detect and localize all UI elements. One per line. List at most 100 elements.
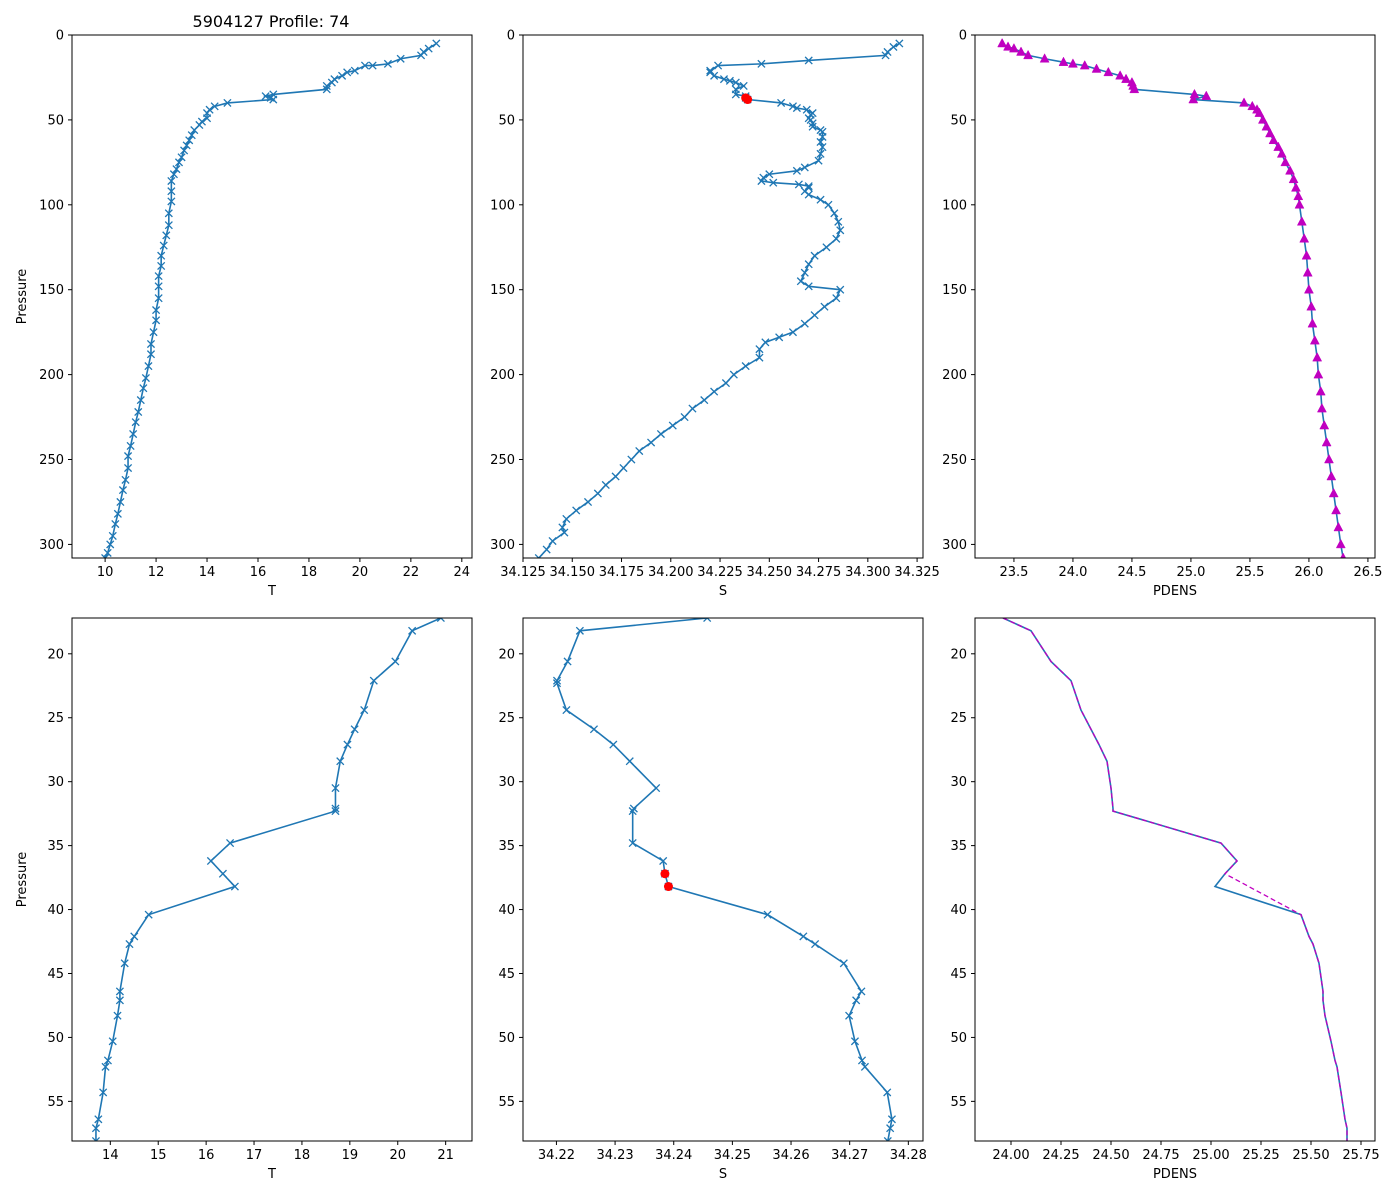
y-tick-label: 150	[942, 283, 967, 298]
data-point-x	[154, 282, 163, 291]
data-point-x	[167, 176, 176, 186]
panels: 10 12 14 16 18 20 22 24050100150200250300TPress…	[15, 29, 1382, 1183]
data-point-x	[700, 396, 709, 405]
data-point-x	[799, 932, 808, 941]
data-point-x	[331, 807, 340, 816]
x-tick-label: 34.300	[845, 565, 891, 580]
data-point-x	[113, 1011, 122, 1020]
data-point-x	[157, 251, 166, 260]
data-point-x	[810, 311, 819, 320]
data-point-x	[144, 910, 153, 919]
x-tick-label: 14	[199, 565, 216, 580]
data-point-triangle	[1302, 267, 1313, 277]
data-point-x	[396, 54, 405, 63]
data-point-triangle	[1331, 504, 1341, 515]
data-point-triangle	[1058, 56, 1069, 66]
data-point-triangle	[1247, 100, 1258, 111]
y-tick-label: 250	[490, 453, 515, 468]
data-point-x	[416, 51, 426, 60]
y-tick-label: 300	[39, 538, 64, 553]
data-point-triangle	[997, 37, 1008, 48]
data-point-triangle	[1299, 233, 1310, 243]
y-tick-label: 50	[498, 1031, 515, 1046]
y-tick-label: 55	[47, 1095, 64, 1110]
data-point-x	[601, 480, 610, 490]
data-point-x	[563, 657, 572, 666]
data-point-x	[628, 807, 637, 816]
y-tick-label: 20	[47, 647, 64, 662]
x-axis-label: PDENS	[1153, 584, 1197, 599]
data-point-x	[822, 243, 831, 252]
data-point-triangle	[1276, 148, 1287, 158]
axes-frame	[974, 617, 1376, 1142]
data-point-triangle	[1307, 318, 1318, 328]
data-point-x	[741, 362, 750, 371]
x-tick-label: 17	[246, 1148, 263, 1163]
x-axis-label: PDENS	[1153, 1167, 1197, 1182]
data-point-x	[91, 1124, 101, 1133]
data-point-x	[125, 940, 134, 949]
data-point-x	[111, 519, 120, 529]
data-point-triangle	[1257, 114, 1268, 124]
data-point-x	[850, 1037, 860, 1046]
data-point-x	[558, 523, 567, 532]
data-point-x	[159, 241, 168, 250]
data-point-x	[788, 328, 798, 337]
y-tick-label: 50	[950, 113, 967, 128]
data-point-x	[152, 306, 161, 315]
data-point-x	[182, 141, 191, 150]
data-point-x	[552, 676, 562, 685]
x-tick-label: 34.26	[772, 1148, 809, 1163]
x-tick-label: 20	[352, 565, 369, 580]
data-point-x	[167, 197, 176, 206]
data-point-x	[775, 333, 784, 342]
data-point-x	[688, 404, 697, 413]
x-tick-label: 34.275	[796, 565, 842, 580]
data-point-x	[210, 102, 219, 111]
x-tick-label: 25.50	[1292, 1148, 1329, 1163]
data-point-triangle	[1296, 216, 1307, 226]
data-point-x	[542, 545, 551, 554]
y-axis-label: Pressure	[15, 852, 30, 908]
x-tick-label: 34.325	[894, 565, 940, 580]
plot-area	[101, 39, 441, 558]
data-point-x	[719, 75, 729, 84]
data-point-triangle	[1324, 453, 1334, 464]
data-point-x	[808, 119, 817, 128]
plot-area	[552, 618, 896, 1141]
y-tick-label: 250	[39, 453, 64, 468]
data-point-x	[629, 804, 638, 813]
data-point-x	[136, 396, 145, 405]
x-tick-label: 34.24	[655, 1148, 692, 1163]
x-tick-label: 34.175	[599, 565, 645, 580]
data-point-triangle	[1304, 284, 1314, 294]
x-tick-label: 34.150	[550, 565, 596, 580]
x-tick-label: 19	[342, 1148, 359, 1163]
x-tick-label: 16	[250, 565, 267, 580]
data-point-x	[436, 618, 445, 623]
data-point-x	[763, 910, 772, 919]
data-point-x	[103, 1056, 112, 1065]
y-tick-label: 40	[498, 903, 515, 918]
data-point-x	[652, 784, 661, 793]
data-point-triangle	[1079, 60, 1090, 70]
data-point-x	[845, 1011, 854, 1020]
dashed-series-line	[1002, 618, 1348, 1141]
chart-bottom-temperature: 14 15 16 17 18 19 20 21 20 25 30 35 40 45 50 55 T Pressur…	[15, 617, 473, 1182]
data-point-triangle	[1188, 93, 1199, 104]
data-point-x	[152, 316, 161, 325]
data-point-x	[755, 353, 764, 362]
data-point-x	[680, 413, 689, 422]
data-point-x	[108, 1037, 117, 1046]
axes-frame	[71, 617, 473, 1142]
x-tick-label: 26.0	[1294, 565, 1323, 580]
data-point-x	[804, 282, 813, 291]
data-point-x	[721, 379, 731, 388]
data-point-x	[814, 156, 823, 165]
data-point-x	[757, 176, 766, 186]
y-axis-label: Pressure	[15, 269, 30, 325]
y-tick-label: 20	[950, 647, 967, 662]
y-tick-label: 25	[950, 711, 967, 726]
data-point-x	[169, 170, 178, 179]
data-point-x	[820, 302, 829, 311]
